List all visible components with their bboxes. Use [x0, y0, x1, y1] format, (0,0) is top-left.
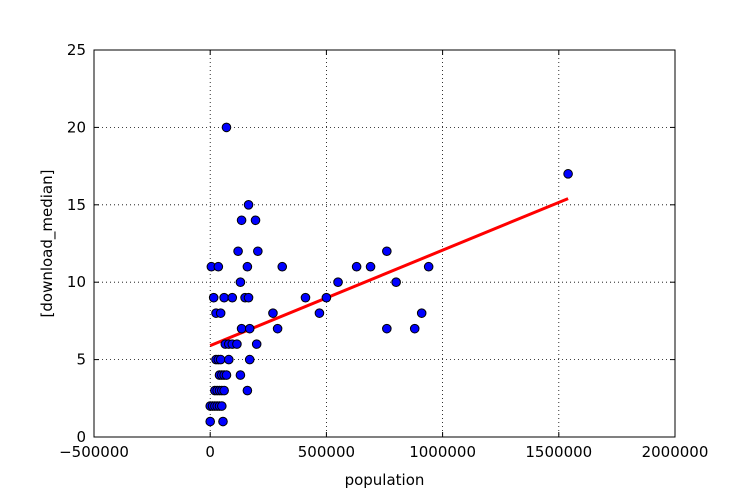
- data-point: [268, 308, 278, 318]
- data-point: [272, 323, 283, 334]
- data-point: [242, 385, 253, 396]
- data-point: [232, 339, 242, 349]
- x-tick-label: 1500000: [525, 443, 592, 461]
- data-point: [314, 308, 325, 318]
- data-point: [300, 292, 311, 303]
- y-tick-label: 20: [67, 118, 86, 136]
- y-tick-label: 15: [67, 196, 86, 214]
- data-point: [251, 339, 262, 349]
- data-point: [219, 292, 229, 303]
- data-point: [382, 246, 392, 257]
- data-point: [235, 370, 246, 380]
- data-point: [416, 308, 427, 318]
- data-point: [382, 323, 392, 334]
- data-point: [243, 200, 254, 210]
- data-point: [351, 261, 362, 272]
- y-tick-labels: 0 5 10 15 20 25: [67, 41, 86, 446]
- data-point: [208, 292, 219, 303]
- data-point: [221, 370, 232, 380]
- data-point: [219, 385, 229, 396]
- data-point: [391, 277, 401, 288]
- axis-ticks: [93, 49, 676, 438]
- x-tick-label: −500000: [59, 443, 129, 461]
- y-tick-label: 5: [76, 351, 86, 369]
- data-point: [233, 246, 243, 257]
- data-point: [218, 416, 228, 427]
- x-tick-label: 2000000: [642, 443, 709, 461]
- data-point: [236, 215, 247, 226]
- plot-frame: [93, 49, 676, 438]
- data-point: [244, 323, 255, 334]
- data-point: [215, 308, 226, 318]
- data-point: [236, 323, 247, 334]
- data-point: [243, 292, 254, 303]
- data-point: [277, 261, 288, 272]
- data-point: [221, 122, 232, 133]
- data-point: [563, 169, 573, 179]
- data-point: [215, 354, 226, 365]
- y-axis-label: [download_median]: [38, 170, 57, 318]
- data-point: [321, 292, 332, 303]
- data-point: [235, 277, 246, 288]
- data-point: [423, 261, 434, 272]
- x-tick-labels: −500000 0 500000 1000000 1500000 2000000: [59, 443, 708, 461]
- data-point: [217, 401, 227, 411]
- x-tick-label: 500000: [298, 443, 355, 461]
- data-point: [223, 354, 234, 365]
- y-tick-label: 10: [67, 273, 86, 291]
- data-point: [242, 261, 253, 272]
- y-tick-label: 0: [76, 428, 86, 446]
- y-tick-label: 25: [67, 41, 86, 59]
- data-points: [205, 122, 573, 427]
- data-point: [250, 215, 261, 226]
- data-point: [333, 277, 343, 288]
- data-point: [409, 323, 420, 334]
- grid-lines: [94, 50, 675, 437]
- x-tick-label: 0: [205, 443, 215, 461]
- data-point: [365, 261, 376, 272]
- fit-line-group: [209, 197, 569, 348]
- data-point: [227, 292, 238, 303]
- x-tick-label: 1000000: [409, 443, 476, 461]
- fit-line: [209, 197, 569, 348]
- data-point: [253, 246, 263, 257]
- data-point: [244, 354, 255, 365]
- x-axis-label: population: [345, 471, 425, 489]
- data-point: [205, 416, 215, 427]
- data-point: [213, 261, 224, 272]
